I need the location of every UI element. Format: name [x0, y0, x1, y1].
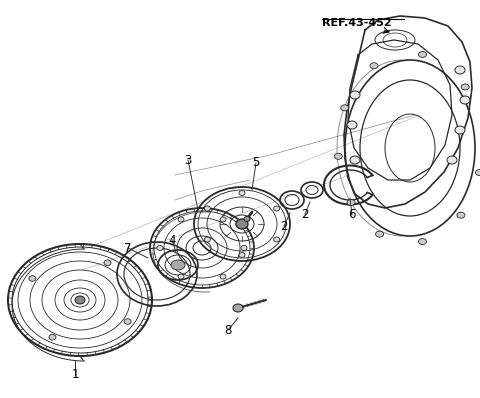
Text: 5: 5 [252, 156, 260, 170]
Ellipse shape [239, 191, 245, 195]
Text: 4: 4 [168, 234, 176, 246]
Text: 3: 3 [184, 154, 192, 166]
Text: 6: 6 [348, 209, 356, 222]
Ellipse shape [274, 206, 280, 211]
Text: 2: 2 [301, 207, 309, 220]
Ellipse shape [341, 105, 349, 111]
Ellipse shape [350, 91, 360, 99]
Ellipse shape [29, 276, 36, 281]
Ellipse shape [233, 304, 243, 312]
Ellipse shape [157, 246, 163, 250]
Ellipse shape [447, 156, 457, 164]
Text: 2: 2 [280, 220, 288, 232]
Ellipse shape [178, 217, 184, 222]
Ellipse shape [49, 334, 56, 340]
Ellipse shape [124, 319, 131, 324]
Ellipse shape [455, 66, 465, 74]
Ellipse shape [419, 238, 427, 244]
Ellipse shape [241, 246, 247, 250]
Ellipse shape [236, 219, 248, 229]
Text: 7: 7 [124, 242, 132, 254]
Ellipse shape [75, 296, 85, 304]
Ellipse shape [220, 217, 226, 222]
Ellipse shape [419, 51, 427, 57]
Ellipse shape [178, 274, 184, 279]
Ellipse shape [244, 217, 250, 222]
Ellipse shape [461, 84, 469, 90]
Ellipse shape [171, 260, 185, 270]
Ellipse shape [476, 170, 480, 176]
Ellipse shape [457, 212, 465, 218]
Ellipse shape [334, 153, 342, 159]
Ellipse shape [204, 237, 210, 242]
Ellipse shape [204, 206, 210, 211]
Ellipse shape [274, 237, 280, 242]
Ellipse shape [460, 96, 470, 104]
Ellipse shape [220, 274, 226, 279]
Ellipse shape [347, 199, 355, 205]
Ellipse shape [347, 121, 357, 129]
Ellipse shape [350, 156, 360, 164]
Ellipse shape [239, 252, 245, 258]
Ellipse shape [104, 260, 111, 265]
Ellipse shape [375, 231, 384, 237]
Ellipse shape [455, 126, 465, 134]
Ellipse shape [370, 63, 378, 69]
Text: 1: 1 [71, 369, 79, 382]
Text: REF.43-452: REF.43-452 [322, 18, 392, 28]
Text: 8: 8 [224, 324, 232, 336]
